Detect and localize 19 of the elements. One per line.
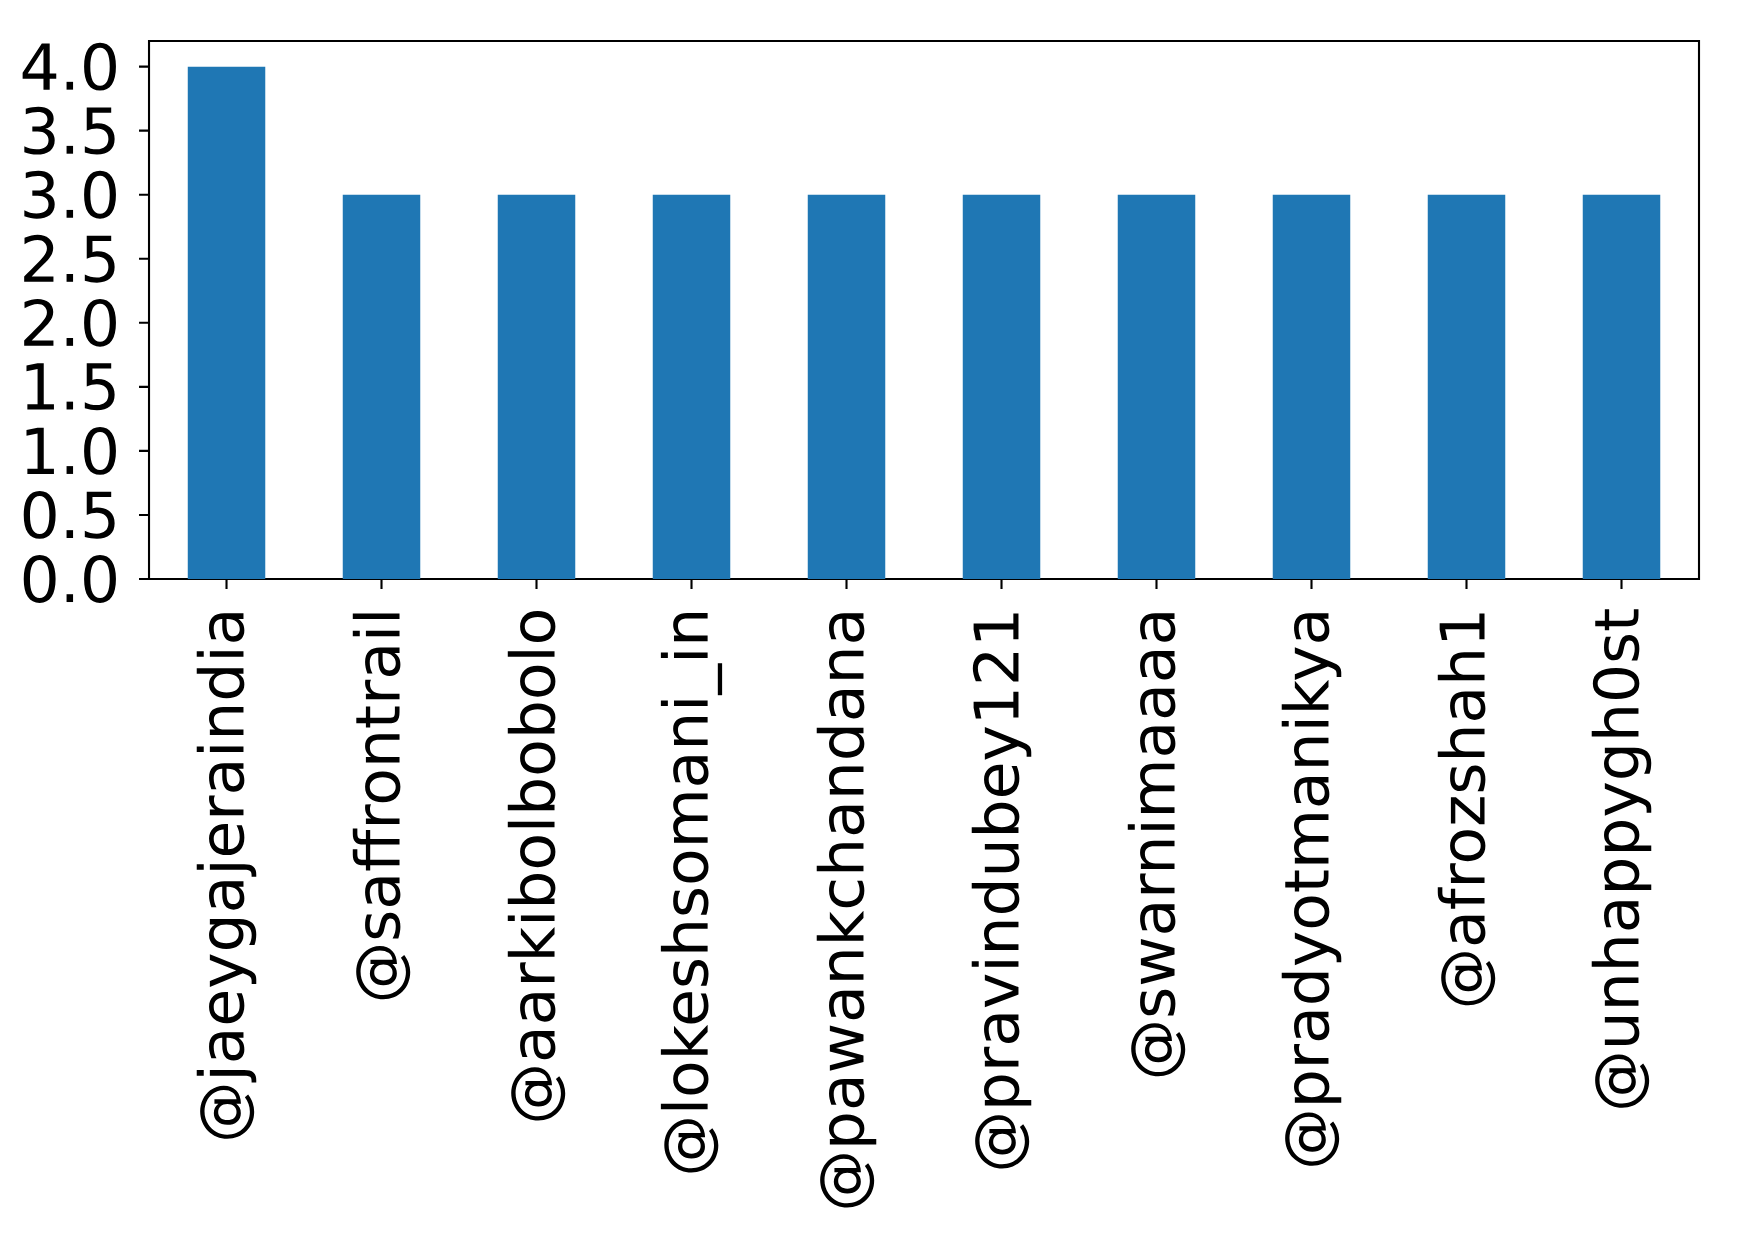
y-tick-label: 0.5	[23, 491, 115, 539]
y-tick-label: 2.0	[24, 298, 116, 347]
x-tick-label: @afrozshah1	[1437, 613, 1496, 1006]
x-tick-label: @jaeygajeraindia	[196, 613, 257, 1139]
x-tick-label: @saffrontrail	[352, 613, 411, 1000]
y-tick-label: 4.0	[22, 42, 116, 91]
x-tick-label: @pawankchandana	[816, 613, 877, 1208]
x-tick-label: @pravindubey121	[971, 613, 1032, 1169]
y-tick-label: 3.0	[24, 170, 116, 219]
y-tick-label: 1.5	[26, 363, 115, 411]
y-tick-label: 0.0	[23, 555, 116, 603]
y-tick-label: 1.0	[26, 426, 116, 475]
x-tick-label: @swarnimaaaa	[1127, 613, 1186, 1077]
x-tick-label: @pradyotmanikya	[1281, 613, 1342, 1166]
x-tick-label: @lokeshsomani_in	[660, 613, 723, 1173]
y-tick-label: 3.5	[24, 106, 115, 155]
x-tick-label: @aarkibolbobolo	[507, 611, 566, 1121]
y-tick-label: 2.5	[24, 234, 115, 283]
x-tick-label: @unhappygh0st	[1591, 609, 1652, 1108]
